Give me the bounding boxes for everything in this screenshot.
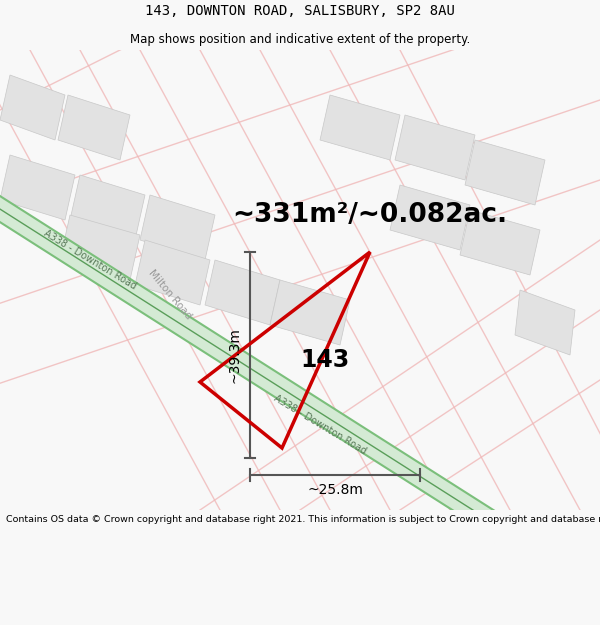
Polygon shape (60, 215, 140, 280)
Text: A338 - Downton Road: A338 - Downton Road (272, 393, 368, 457)
Polygon shape (205, 260, 280, 325)
Text: Milton Road: Milton Road (146, 268, 194, 322)
Text: 143, DOWNTON ROAD, SALISBURY, SP2 8AU: 143, DOWNTON ROAD, SALISBURY, SP2 8AU (145, 4, 455, 18)
Polygon shape (465, 140, 545, 205)
Polygon shape (0, 155, 75, 220)
Polygon shape (58, 95, 130, 160)
Polygon shape (0, 75, 65, 140)
Polygon shape (320, 95, 400, 160)
Text: A338 - Downton Road: A338 - Downton Road (42, 228, 138, 292)
Polygon shape (515, 290, 575, 355)
Polygon shape (460, 210, 540, 275)
Polygon shape (0, 181, 526, 549)
Polygon shape (70, 175, 145, 240)
Text: Map shows position and indicative extent of the property.: Map shows position and indicative extent… (130, 32, 470, 46)
Text: ~25.8m: ~25.8m (307, 483, 363, 497)
Text: ~39.3m: ~39.3m (227, 327, 241, 383)
Text: 143: 143 (301, 348, 350, 372)
Polygon shape (270, 280, 350, 345)
Text: ~331m²/~0.082ac.: ~331m²/~0.082ac. (232, 202, 508, 228)
Text: Contains OS data © Crown copyright and database right 2021. This information is : Contains OS data © Crown copyright and d… (6, 515, 600, 524)
Polygon shape (395, 115, 475, 180)
Polygon shape (135, 240, 210, 305)
Polygon shape (390, 185, 470, 250)
Polygon shape (140, 195, 215, 260)
